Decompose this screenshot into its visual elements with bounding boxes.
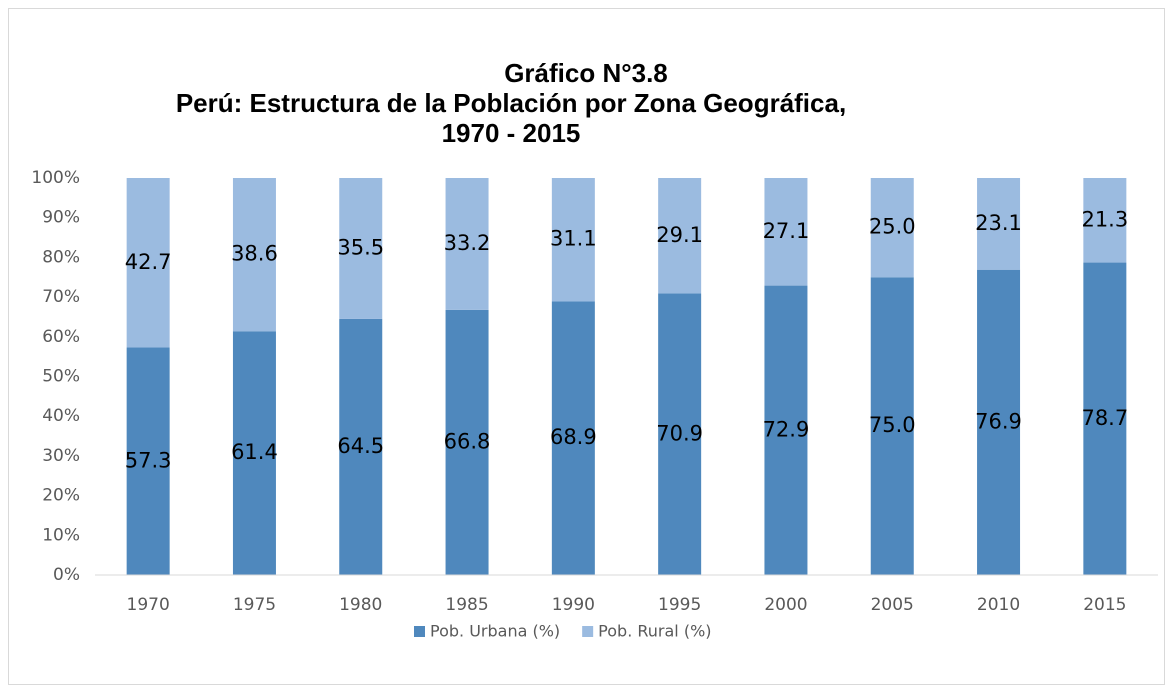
legend-label: Pob. Urbana (%) <box>430 622 560 641</box>
data-label: 29.1 <box>656 223 703 247</box>
data-label: 21.3 <box>1081 207 1128 231</box>
data-label: 42.7 <box>125 250 172 274</box>
bar-segment <box>339 178 383 319</box>
bar-segment <box>551 301 595 575</box>
data-label: 78.7 <box>1081 406 1128 430</box>
y-tick-label: 30% <box>42 446 80 466</box>
y-tick-label: 100% <box>31 168 80 188</box>
y-tick-label: 90% <box>42 208 80 228</box>
x-tick-label: 2010 <box>977 595 1020 615</box>
bar-segment <box>445 309 489 575</box>
bar-segment <box>232 178 276 332</box>
x-tick-label: 1980 <box>339 595 382 615</box>
y-tick-label: 60% <box>42 327 80 347</box>
bar-segment <box>126 178 170 348</box>
chart-title: Gráfico N°3.8 <box>504 58 668 88</box>
bar-segment <box>445 178 489 310</box>
bar-segment <box>977 178 1021 270</box>
y-tick-label: 0% <box>53 565 80 585</box>
data-label: 35.5 <box>337 235 384 259</box>
bar-segment <box>126 347 170 575</box>
chart-subtitle: Perú: Estructura de la Población por Zon… <box>175 88 847 148</box>
y-tick-label: 70% <box>42 287 80 307</box>
bar-segment <box>764 285 808 575</box>
bar-segment <box>551 178 595 302</box>
data-label: 72.9 <box>763 417 810 441</box>
bar-segment <box>977 269 1021 575</box>
data-label: 23.1 <box>975 211 1022 235</box>
bar-segment <box>339 318 383 575</box>
data-label: 66.8 <box>444 429 491 453</box>
data-label: 61.4 <box>231 440 278 464</box>
data-label: 38.6 <box>231 242 278 266</box>
bar-segment <box>658 293 702 575</box>
legend-swatch <box>414 626 425 637</box>
x-tick-label: 1975 <box>233 595 276 615</box>
x-tick-label: 1970 <box>127 595 170 615</box>
data-label: 31.1 <box>550 227 597 251</box>
data-label: 64.5 <box>337 434 384 458</box>
data-label: 68.9 <box>550 425 597 449</box>
x-tick-label: 2005 <box>871 595 914 615</box>
bar-segment <box>764 178 808 286</box>
bar-segment <box>870 178 914 278</box>
data-label: 76.9 <box>975 409 1022 433</box>
y-tick-label: 10% <box>42 525 80 545</box>
x-tick-label: 2000 <box>764 595 807 615</box>
bar-segment <box>232 331 276 575</box>
y-tick-label: 20% <box>42 486 80 506</box>
data-label: 70.9 <box>656 421 703 445</box>
y-tick-label: 80% <box>42 247 80 267</box>
data-label: 25.0 <box>869 215 916 239</box>
x-tick-label: 1995 <box>658 595 701 615</box>
x-tick-label: 1990 <box>552 595 595 615</box>
bar-segment <box>1083 262 1127 575</box>
legend-swatch <box>582 626 594 637</box>
x-tick-label: 1985 <box>445 595 488 615</box>
legend-label: Pob. Rural (%) <box>598 622 711 641</box>
data-label: 57.3 <box>125 448 172 472</box>
bar-segment <box>870 277 914 575</box>
x-tick-label: 2015 <box>1083 595 1126 615</box>
bar-segment <box>658 178 702 294</box>
data-label: 27.1 <box>763 219 810 243</box>
data-label: 33.2 <box>444 231 491 255</box>
y-tick-label: 40% <box>42 406 80 426</box>
data-label: 75.0 <box>869 413 916 437</box>
y-tick-label: 50% <box>42 367 80 387</box>
bar-segment <box>1083 178 1127 263</box>
